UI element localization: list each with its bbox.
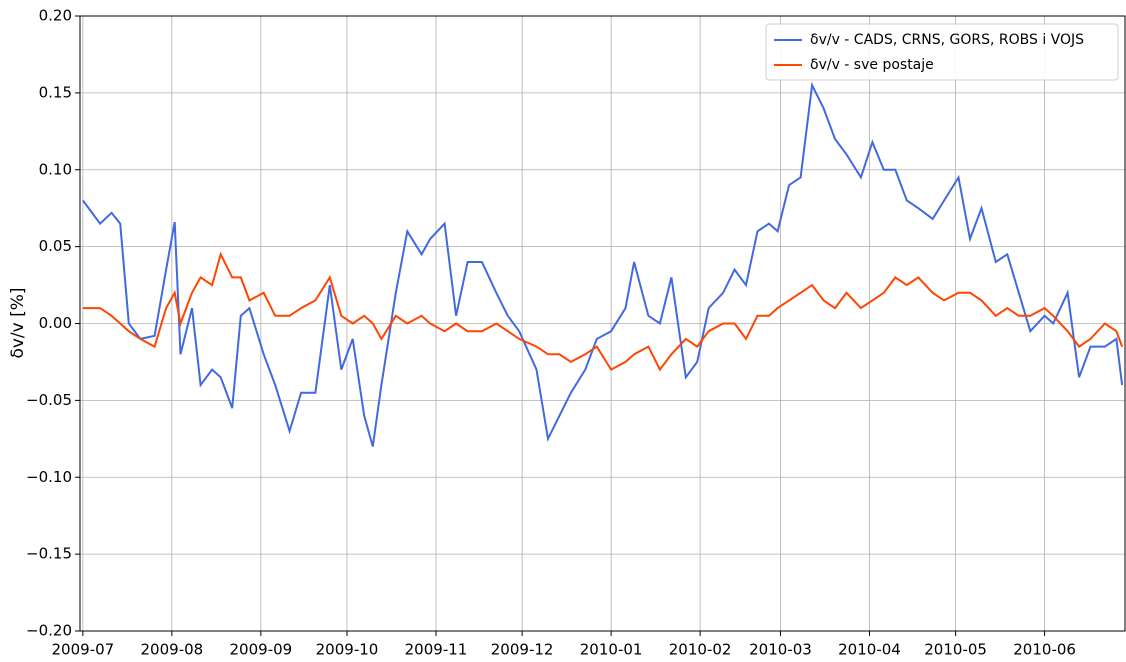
x-tick-label: 2010-04 [838, 641, 901, 659]
x-tick-label: 2010-05 [924, 641, 987, 659]
plot-frame [79, 15, 1126, 632]
x-tick-label: 2010-06 [1013, 641, 1076, 659]
y-tick-label: 0.15 [39, 83, 72, 101]
x-tick-label: 2009-10 [316, 641, 379, 659]
x-tick-label: 2009-07 [52, 641, 115, 659]
x-tick-label: 2009-08 [141, 641, 204, 659]
x-tick-label: 2009-12 [491, 641, 554, 659]
y-tick-label: −0.05 [26, 391, 72, 409]
y-tick-label: 0.05 [39, 237, 72, 255]
y-tick-label: 0.00 [39, 314, 72, 332]
data-line [82, 251, 1124, 372]
legend-box [765, 23, 1119, 81]
data-line [82, 81, 1124, 447]
x-tick-label: 2010-03 [749, 641, 812, 659]
y-tick-label: 0.20 [39, 7, 72, 25]
x-tick-label: 2010-01 [580, 641, 643, 659]
x-tick-label: 2009-11 [405, 641, 468, 659]
y-tick-label: −0.20 [26, 622, 72, 640]
y-tick-label: 0.10 [39, 160, 72, 178]
y-axis-label: δv/v [%] [8, 287, 28, 358]
x-tick-label: 2010-02 [669, 641, 732, 659]
legend-label: δv/v - sve postaje [810, 57, 934, 73]
y-tick-label: −0.15 [26, 545, 72, 563]
legend-label: δv/v - CADS, CRNS, GORS, ROBS i VOJS [810, 32, 1084, 48]
x-tick-label: 2009-09 [230, 641, 293, 659]
y-tick-label: −0.10 [26, 468, 72, 486]
